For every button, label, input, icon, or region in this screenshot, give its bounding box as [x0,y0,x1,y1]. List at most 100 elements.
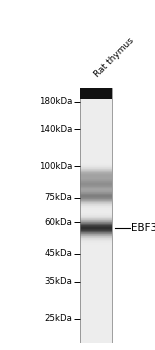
Bar [80,116,112,117]
Bar [80,322,112,323]
Bar [80,110,112,111]
Bar [80,150,112,151]
Bar [80,293,112,294]
Bar [80,282,112,283]
Bar [80,336,112,337]
Bar [80,316,112,317]
Bar [80,257,112,258]
Bar [80,266,112,267]
Bar [80,94,112,95]
Bar [80,237,112,238]
Bar [80,186,112,187]
Bar [80,160,112,161]
Bar [80,277,112,278]
Bar [80,138,112,139]
Bar [80,259,112,260]
Bar [80,246,112,247]
Bar [80,314,112,315]
Bar [80,291,112,292]
Bar [80,235,112,236]
Bar [80,168,112,169]
Bar [80,301,112,302]
Bar [80,191,112,192]
Bar [80,109,112,110]
Bar [80,154,112,155]
Bar [80,102,112,103]
Bar [80,233,112,234]
Bar [80,226,112,227]
Bar [80,272,112,273]
Bar [80,219,112,220]
Bar [80,278,112,279]
Bar [80,166,112,167]
Bar [80,94,112,95]
Bar [80,171,112,172]
Bar [80,119,112,120]
Bar [80,287,112,288]
Bar [80,302,112,303]
Bar [80,229,112,230]
Bar [80,216,112,217]
Bar [80,318,112,319]
Bar [80,249,112,250]
Bar [80,304,112,305]
Bar [80,130,112,131]
Bar [80,218,112,219]
Bar [80,265,112,266]
Bar [80,280,112,281]
Bar [80,245,112,246]
Text: 180kDa: 180kDa [39,97,72,106]
Bar [80,319,112,320]
Bar [80,337,112,338]
Bar [80,91,112,92]
Bar [80,335,112,336]
Bar [80,183,112,184]
Bar [80,144,112,145]
Bar [80,324,112,325]
Bar [80,192,112,193]
Bar [80,153,112,154]
Bar [80,299,112,300]
Bar [80,310,112,311]
Text: 25kDa: 25kDa [44,314,72,323]
Bar [80,243,112,244]
Bar [80,158,112,159]
Bar [80,210,112,211]
Bar [80,283,112,284]
Bar [80,101,112,102]
Bar [80,224,112,225]
Bar [80,292,112,293]
Bar [80,244,112,245]
Bar [80,242,112,243]
Bar [80,159,112,160]
Bar [80,275,112,276]
Bar [80,258,112,259]
Bar [80,157,112,158]
Bar [80,330,112,331]
Bar [80,181,112,182]
Bar [80,214,112,215]
Bar [80,231,112,232]
Bar [80,260,112,261]
Bar [80,320,112,321]
Bar [80,305,112,306]
Bar [80,331,112,332]
Bar [80,225,112,226]
Bar [80,197,112,198]
Bar [80,141,112,142]
Bar [80,274,112,275]
Bar [80,184,112,185]
Bar [80,286,112,287]
Text: Rat thymus: Rat thymus [92,36,135,79]
Bar [80,169,112,170]
Bar [80,170,112,171]
Bar [80,329,112,330]
Bar [80,115,112,116]
Bar [80,217,112,218]
Bar [80,284,112,285]
Bar [80,176,112,177]
Bar [80,341,112,342]
Bar [80,271,112,272]
Bar [80,296,112,297]
Bar [80,342,112,343]
